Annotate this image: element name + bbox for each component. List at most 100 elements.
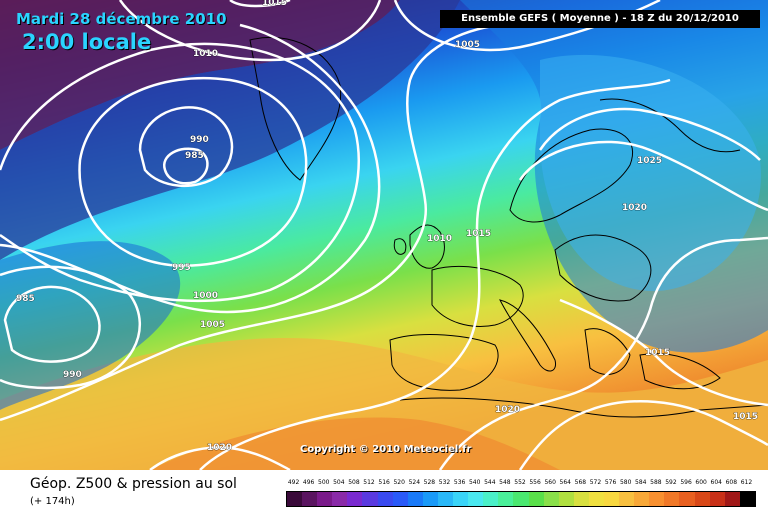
scale-label: 572 bbox=[589, 479, 602, 486]
cold-pool-dark-blue bbox=[0, 0, 460, 260]
scale-label: 588 bbox=[650, 479, 662, 486]
scale-swatch bbox=[679, 492, 695, 506]
isobar-label: 985 bbox=[16, 294, 35, 304]
scale-label: 596 bbox=[680, 479, 692, 486]
warm-core-south bbox=[150, 417, 560, 470]
isobar-label: 990 bbox=[63, 370, 82, 380]
map-canvas: 1015 1010 1005 990 985 995 1000 1005 985… bbox=[0, 0, 768, 470]
scale-swatch bbox=[694, 492, 710, 506]
scale-swatch bbox=[528, 492, 544, 506]
isobar-1010-mid bbox=[0, 23, 501, 422]
scale-label: 584 bbox=[635, 479, 647, 486]
forecast-date: Mardi 28 décembre 2010 bbox=[16, 10, 227, 28]
scale-label: 496 bbox=[302, 479, 315, 486]
scale-label: 516 bbox=[378, 479, 390, 486]
isobar-985-west bbox=[3, 285, 101, 363]
forecast-time: 2:00 locale bbox=[22, 30, 152, 54]
scale-swatch bbox=[543, 492, 559, 506]
isobars bbox=[0, 0, 768, 470]
isobar-label: 1005 bbox=[200, 320, 225, 330]
isobar-label: 1020 bbox=[207, 443, 232, 453]
scale-swatch bbox=[513, 492, 529, 506]
scale-label: 604 bbox=[710, 479, 722, 486]
isobar-1025-east bbox=[538, 107, 761, 161]
model-run-info: Ensemble GEFS ( Moyenne ) - 18 Z du 20/1… bbox=[440, 10, 760, 28]
footer-panel: Géop. Z500 & pression au sol (+ 174h) 49… bbox=[0, 470, 768, 512]
scale-swatch bbox=[362, 492, 378, 506]
isobar-1020-east bbox=[518, 140, 768, 212]
scale-label: 520 bbox=[393, 479, 405, 486]
isobar-label: 1015 bbox=[733, 412, 758, 422]
weather-map: 1015 1010 1005 990 985 995 1000 1005 985… bbox=[0, 0, 768, 470]
isobar-990-west bbox=[0, 265, 141, 390]
scale-label: 492 bbox=[287, 479, 300, 486]
scale-label: 556 bbox=[529, 479, 541, 486]
scale-swatch bbox=[573, 492, 589, 506]
scale-swatch bbox=[588, 492, 604, 506]
color-scale-bar bbox=[286, 491, 756, 507]
scale-swatch bbox=[483, 492, 499, 506]
isobar-label: 1000 bbox=[193, 291, 218, 301]
isobar-labels: 1015 1010 1005 990 985 995 1000 1005 985… bbox=[16, 0, 759, 453]
isobar-1010-north bbox=[118, 0, 382, 62]
scale-label: 544 bbox=[484, 479, 496, 486]
coastlines bbox=[249, 36, 768, 418]
isobar-995 bbox=[78, 76, 308, 267]
scale-label: 536 bbox=[453, 479, 466, 486]
scale-label: 612 bbox=[740, 479, 753, 486]
scale-swatch bbox=[649, 492, 665, 506]
isobar-1000 bbox=[0, 42, 360, 303]
scale-swatch bbox=[407, 492, 423, 506]
isobar-label: 995 bbox=[172, 263, 191, 273]
scale-swatch bbox=[619, 492, 635, 506]
scale-swatch bbox=[739, 492, 755, 506]
scale-label: 504 bbox=[333, 479, 345, 486]
scale-swatch bbox=[558, 492, 574, 506]
scale-swatch bbox=[347, 492, 363, 506]
scale-swatch bbox=[377, 492, 393, 506]
scale-label: 568 bbox=[574, 479, 587, 486]
lead-time: (+ 174h) bbox=[30, 496, 75, 507]
scale-swatch bbox=[287, 492, 303, 506]
scale-label: 524 bbox=[408, 479, 421, 486]
isobar-label: 1015 bbox=[466, 229, 491, 239]
scale-swatch bbox=[392, 492, 408, 506]
scale-swatch bbox=[437, 492, 454, 506]
scale-label: 576 bbox=[604, 479, 617, 486]
isobar-1005-west bbox=[0, 23, 381, 314]
scale-label: 532 bbox=[438, 479, 451, 486]
scale-label: 600 bbox=[695, 479, 707, 486]
scale-swatch bbox=[453, 492, 469, 506]
isobar-1015-top bbox=[229, 0, 291, 8]
isobar-1015-mid bbox=[199, 78, 671, 470]
scale-label: 548 bbox=[499, 479, 511, 486]
scale-label: 608 bbox=[725, 479, 738, 486]
scale-swatch bbox=[603, 492, 620, 506]
copyright-notice: Copyright © 2010 Meteociel.fr bbox=[300, 444, 472, 455]
isobar-label: 990 bbox=[190, 135, 209, 145]
isobar-985-core bbox=[163, 147, 209, 185]
scale-swatch bbox=[498, 492, 514, 506]
isobar-label: 1020 bbox=[622, 203, 647, 213]
isobar-990-inner bbox=[138, 106, 234, 188]
scale-swatch bbox=[422, 492, 438, 506]
isobar-1020-high bbox=[518, 400, 768, 470]
isobar-label: 1015 bbox=[645, 348, 670, 358]
scale-swatch bbox=[634, 492, 650, 506]
scale-swatch bbox=[468, 492, 484, 506]
cold-pool-purple bbox=[0, 0, 400, 150]
isobar-1020-south bbox=[438, 236, 768, 470]
scale-label: 560 bbox=[544, 479, 556, 486]
scale-swatch bbox=[664, 492, 680, 506]
isobar-label: 1025 bbox=[637, 156, 662, 166]
isobar-label: 1005 bbox=[455, 40, 480, 50]
isobar-label: 1010 bbox=[193, 49, 218, 59]
scale-label: 500 bbox=[318, 479, 330, 486]
scale-label: 580 bbox=[619, 479, 632, 486]
scale-swatch bbox=[302, 492, 318, 506]
color-scale-labels: 492 496 500 504 508 512 516 520 524 528 532 536 540 5… bbox=[286, 479, 754, 489]
scale-label: 592 bbox=[665, 479, 677, 486]
isobar-label: 1020 bbox=[495, 405, 520, 415]
scale-swatch bbox=[709, 492, 725, 506]
isobar-label: 985 bbox=[185, 151, 204, 161]
